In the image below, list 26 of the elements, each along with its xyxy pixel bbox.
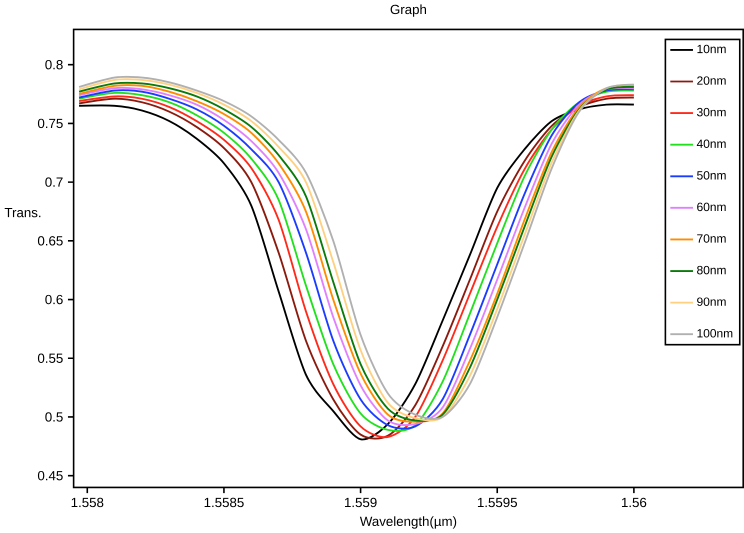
legend-label: 80nm [697, 266, 726, 274]
legend-label: 10nm [697, 44, 726, 54]
legend-label: 90nm [697, 297, 726, 306]
y-tick-label: 0.55 [38, 354, 63, 363]
x-tick-label: 1.5585 [204, 498, 244, 508]
legend-label: 30nm [697, 108, 726, 116]
y-tick-label: 0.75 [38, 118, 63, 128]
y-tick-label: 0.65 [38, 236, 63, 246]
x-tick-label: 1.558 [72, 498, 104, 508]
legend-label: 70nm [697, 234, 726, 243]
y-tick-label: 0.6 [45, 294, 63, 304]
chart-title: Graph [390, 4, 426, 17]
y-tick-label: 0.5 [45, 412, 63, 422]
y-tick-label: 0.8 [45, 60, 63, 70]
x-tick-label: 1.56 [622, 498, 646, 508]
y-tick-label: 0.45 [38, 470, 63, 480]
legend-label: 60nm [697, 202, 726, 212]
legend-label: 20nm [697, 76, 726, 85]
x-axis-title: Wavelength(µm) [360, 516, 456, 529]
y-tick-label: 0.7 [45, 177, 63, 187]
legend-label: 100nm [697, 328, 732, 338]
legend-label: 40nm [696, 139, 726, 148]
x-tick-label: 1.5595 [478, 498, 517, 508]
x-tick-label: 1.559 [344, 498, 377, 508]
legend-label: 50nm [697, 171, 726, 180]
y-axis-title: Trans. [4, 208, 40, 218]
